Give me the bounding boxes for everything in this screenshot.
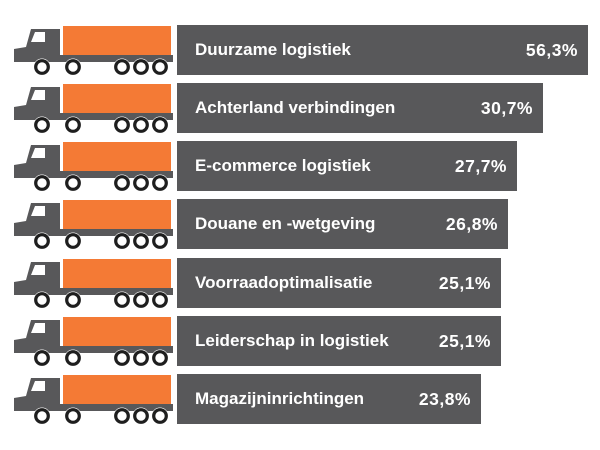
bar: Leiderschap in logistiek 25,1% bbox=[177, 316, 501, 366]
truck-wheel bbox=[65, 59, 81, 75]
truck-icon bbox=[14, 141, 173, 192]
bar-value-label: 25,1% bbox=[438, 272, 491, 293]
bar-value-label: 25,1% bbox=[438, 330, 491, 351]
bar-value-label: 27,7% bbox=[454, 155, 507, 176]
truck-chassis bbox=[14, 404, 173, 411]
truck-container bbox=[63, 375, 171, 404]
truck-chassis bbox=[14, 288, 173, 295]
truck-cab bbox=[14, 378, 60, 411]
truck-wheel bbox=[152, 59, 168, 75]
truck-cab bbox=[14, 262, 60, 295]
truck-wheel bbox=[152, 175, 168, 191]
bar-value-label: 56,3% bbox=[525, 39, 578, 60]
truck-container bbox=[63, 317, 171, 346]
bar-row: Magazijninrichtingen 23,8% bbox=[0, 374, 600, 425]
truck-wheel bbox=[34, 292, 50, 308]
bar-value-label: 26,8% bbox=[445, 213, 498, 234]
truck-wheel bbox=[114, 233, 130, 249]
truck-wheel bbox=[65, 233, 81, 249]
truck-container bbox=[63, 84, 171, 113]
truck-window bbox=[31, 148, 45, 158]
bar-row: Duurzame logistiek 56,3% bbox=[0, 25, 600, 76]
truck-wheel bbox=[65, 117, 81, 133]
bar: Magazijninrichtingen 23,8% bbox=[177, 374, 481, 424]
truck-wheel bbox=[133, 233, 149, 249]
bar-category-label: Douane en -wetgeving bbox=[195, 214, 376, 233]
truck-container bbox=[63, 142, 171, 171]
truck-wheel bbox=[34, 175, 50, 191]
truck-chassis bbox=[14, 55, 173, 62]
truck-chassis bbox=[14, 113, 173, 120]
truck-wheel bbox=[133, 292, 149, 308]
truck-window bbox=[31, 265, 45, 275]
truck-wheel bbox=[152, 117, 168, 133]
truck-wheel bbox=[114, 292, 130, 308]
truck-cab bbox=[14, 87, 60, 120]
truck-wheel bbox=[34, 408, 50, 424]
bar-row: E-commerce logistiek 27,7% bbox=[0, 141, 600, 192]
truck-wheel bbox=[133, 175, 149, 191]
bar-row: Leiderschap in logistiek 25,1% bbox=[0, 316, 600, 367]
bar: Voorraadoptimalisatie 25,1% bbox=[177, 258, 501, 308]
truck-wheel bbox=[152, 292, 168, 308]
bar-row: Achterland verbindingen 30,7% bbox=[0, 83, 600, 134]
truck-chassis bbox=[14, 229, 173, 236]
bar-category-label: E-commerce logistiek bbox=[195, 156, 371, 175]
truck-container bbox=[63, 26, 171, 55]
truck-wheel bbox=[34, 117, 50, 133]
bar-category-label: Voorraadoptimalisatie bbox=[195, 273, 373, 292]
truck-chassis bbox=[14, 346, 173, 353]
truck-cab bbox=[14, 29, 60, 62]
truck-icon bbox=[14, 374, 173, 425]
truck-wheel bbox=[133, 59, 149, 75]
truck-cab bbox=[14, 203, 60, 236]
truck-wheel bbox=[65, 408, 81, 424]
bar-value-label: 23,8% bbox=[418, 388, 471, 409]
truck-wheel bbox=[114, 350, 130, 366]
truck-wheel bbox=[152, 350, 168, 366]
truck-icon bbox=[14, 199, 173, 250]
truck-window bbox=[31, 381, 45, 391]
truck-wheel bbox=[133, 408, 149, 424]
bar-category-label: Duurzame logistiek bbox=[195, 40, 351, 59]
truck-container bbox=[63, 200, 171, 229]
truck-wheel bbox=[34, 233, 50, 249]
truck-wheel bbox=[65, 292, 81, 308]
truck-wheel bbox=[152, 408, 168, 424]
bar-category-label: Achterland verbindingen bbox=[195, 98, 396, 117]
truck-wheel bbox=[133, 350, 149, 366]
bar: Douane en -wetgeving 26,8% bbox=[177, 199, 508, 249]
truck-wheel bbox=[152, 233, 168, 249]
bar-row: Voorraadoptimalisatie 25,1% bbox=[0, 258, 600, 309]
truck-icon bbox=[14, 258, 173, 309]
truck-cab bbox=[14, 320, 60, 353]
truck-wheel bbox=[114, 175, 130, 191]
bar-value-label: 30,7% bbox=[480, 97, 533, 118]
truck-wheel bbox=[34, 350, 50, 366]
truck-wheel bbox=[34, 59, 50, 75]
truck-wheel bbox=[114, 117, 130, 133]
bar: Achterland verbindingen 30,7% bbox=[177, 83, 543, 133]
truck-wheel bbox=[114, 408, 130, 424]
truck-wheel bbox=[65, 175, 81, 191]
bar-row: Douane en -wetgeving 26,8% bbox=[0, 199, 600, 250]
bar: E-commerce logistiek 27,7% bbox=[177, 141, 517, 191]
truck-wheel bbox=[65, 350, 81, 366]
truck-window bbox=[31, 323, 45, 333]
truck-chassis bbox=[14, 171, 173, 178]
truck-wheel bbox=[114, 59, 130, 75]
truck-icon bbox=[14, 316, 173, 367]
bar-category-label: Magazijninrichtingen bbox=[195, 389, 365, 408]
truck-window bbox=[31, 32, 45, 42]
truck-window bbox=[31, 90, 45, 100]
truck-cab bbox=[14, 145, 60, 178]
bar: Duurzame logistiek 56,3% bbox=[177, 25, 588, 75]
truck-container bbox=[63, 259, 171, 288]
bar-category-label: Leiderschap in logistiek bbox=[195, 331, 389, 350]
truck-window bbox=[31, 206, 45, 216]
truck-icon bbox=[14, 83, 173, 134]
truck-icon bbox=[14, 25, 173, 76]
truck-wheel bbox=[133, 117, 149, 133]
